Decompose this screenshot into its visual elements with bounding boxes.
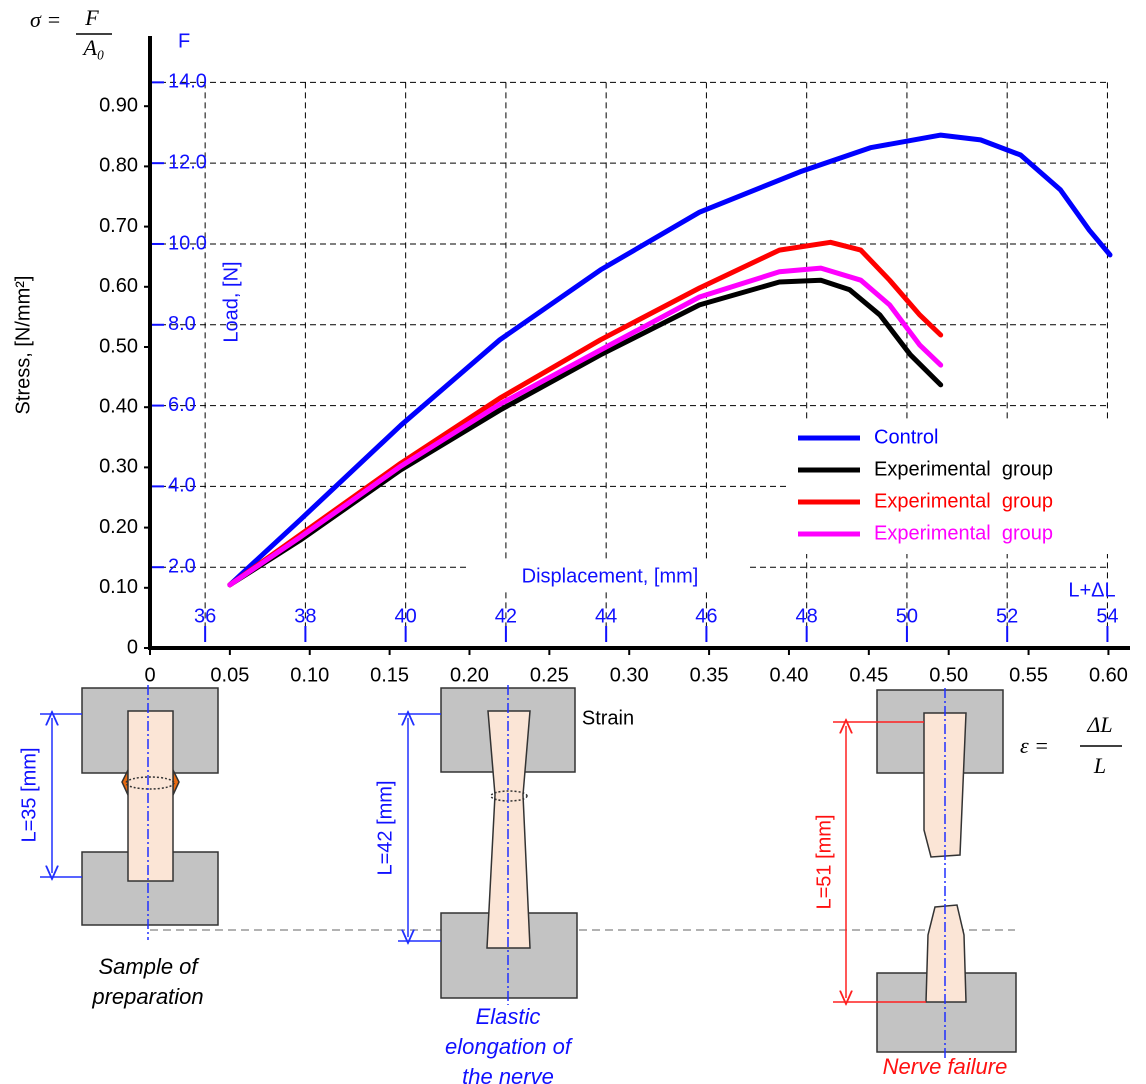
- x2-tick-label: 38: [294, 605, 316, 627]
- legend-label: Experimental group: [874, 490, 1053, 512]
- y-tick-label: 0.20: [99, 516, 138, 538]
- x-tick-label: 0.20: [450, 664, 489, 686]
- x2-axis-label: Displacement, [mm]: [522, 565, 699, 587]
- nerve-fragment: [925, 904, 967, 1003]
- grid: [150, 81, 1108, 630]
- y2-tick-label: 6.0: [168, 394, 196, 416]
- legend-label: Experimental group: [874, 522, 1053, 544]
- y-tick-label: 0.60: [99, 275, 138, 297]
- x-tick-label: 0: [144, 664, 155, 686]
- length-label: L=42 [mm]: [374, 780, 396, 875]
- caption: preparation: [91, 984, 203, 1009]
- y2-title: F: [178, 30, 190, 52]
- x-tick-label: 0.15: [370, 664, 409, 686]
- x2-tick-label: 42: [495, 605, 517, 627]
- label-bg: [470, 562, 750, 592]
- y-tick-label: 0: [127, 636, 138, 658]
- x2-tick-label: 46: [695, 605, 717, 627]
- x2-tick-label: 36: [194, 605, 216, 627]
- y-tick-label: 0.10: [99, 576, 138, 598]
- x2-tick-label: 52: [996, 605, 1018, 627]
- x-tick-label: 0.40: [769, 664, 808, 686]
- y-tick-label: 0.50: [99, 335, 138, 357]
- series-line: [227, 277, 944, 588]
- x-tick-label: 0.55: [1009, 664, 1048, 686]
- y-tick-label: 0.90: [99, 94, 138, 116]
- length-label: L=35 [mm]: [18, 747, 40, 842]
- caption: the nerve: [462, 1064, 554, 1084]
- y2-tick-label: 4.0: [168, 475, 196, 497]
- y-tick-label: 0.40: [99, 395, 138, 417]
- x-tick-label: 0.50: [929, 664, 968, 686]
- x2-tick-label: 50: [896, 605, 918, 627]
- x2-tick-label: 54: [1096, 605, 1118, 627]
- y-tick-label: 0.30: [99, 456, 138, 478]
- y2-tick-label: 10.0: [168, 232, 207, 254]
- suture: [125, 776, 175, 790]
- x-axis-label: Strain: [582, 707, 634, 729]
- formula-lhs: σ =: [30, 7, 61, 32]
- legend-label: Control: [874, 426, 938, 448]
- caption: Elastic: [476, 1004, 541, 1029]
- captions: Sample of preparation Elastic elongation of…: [91, 954, 1007, 1084]
- formula-denominator: A₀: [81, 35, 104, 60]
- x2-tick-label: 40: [395, 605, 417, 627]
- x2-tick-label: 48: [796, 605, 818, 627]
- x-tick-label: 0.45: [849, 664, 888, 686]
- plot: 2.0 4.0 6.0 8.0 10.0 12.0 14.0 36 38 40 42 44 46 48 50…: [99, 36, 1131, 686]
- y-axis-label: Stress, [N/mm²]: [12, 276, 34, 415]
- length-label: L=51 [mm]: [813, 814, 835, 909]
- x-tick-label: 0.30: [610, 664, 649, 686]
- suture: [490, 790, 528, 802]
- strain-formula-lhs: ε =: [1020, 733, 1049, 758]
- y-tick-label: 0.70: [99, 215, 138, 237]
- caption: Sample of: [98, 954, 200, 979]
- series-line: [227, 265, 944, 588]
- y2-axis-label: Load, [N]: [220, 261, 242, 342]
- y2-tick-label: 2.0: [168, 555, 196, 577]
- y-tick-label: 0.80: [99, 155, 138, 177]
- x-tick-label: 0.35: [690, 664, 729, 686]
- strain-formula-denominator: L: [1093, 753, 1106, 778]
- y2-tick-label: 14.0: [168, 71, 207, 93]
- x-tick-label: 0.60: [1089, 664, 1128, 686]
- caption: Nerve failure: [883, 1054, 1008, 1079]
- x-tick-label: 0.10: [290, 664, 329, 686]
- diagrams: [40, 685, 1017, 1058]
- series-line: [227, 132, 1113, 588]
- legend-label: Experimental group: [874, 458, 1053, 480]
- caption: elongation of: [445, 1034, 574, 1059]
- x2-title: L+ΔL: [1068, 579, 1115, 601]
- x2-tick-label: 44: [595, 605, 617, 627]
- formula-numerator: F: [84, 5, 99, 30]
- x-tick-label: 0.25: [530, 664, 569, 686]
- nerve: [127, 710, 174, 882]
- x-tick-label: 0.05: [210, 664, 249, 686]
- strain-formula-numerator: ΔL: [1086, 712, 1112, 737]
- y2-tick-label: 8.0: [168, 313, 196, 335]
- y2-tick-label: 12.0: [168, 151, 207, 173]
